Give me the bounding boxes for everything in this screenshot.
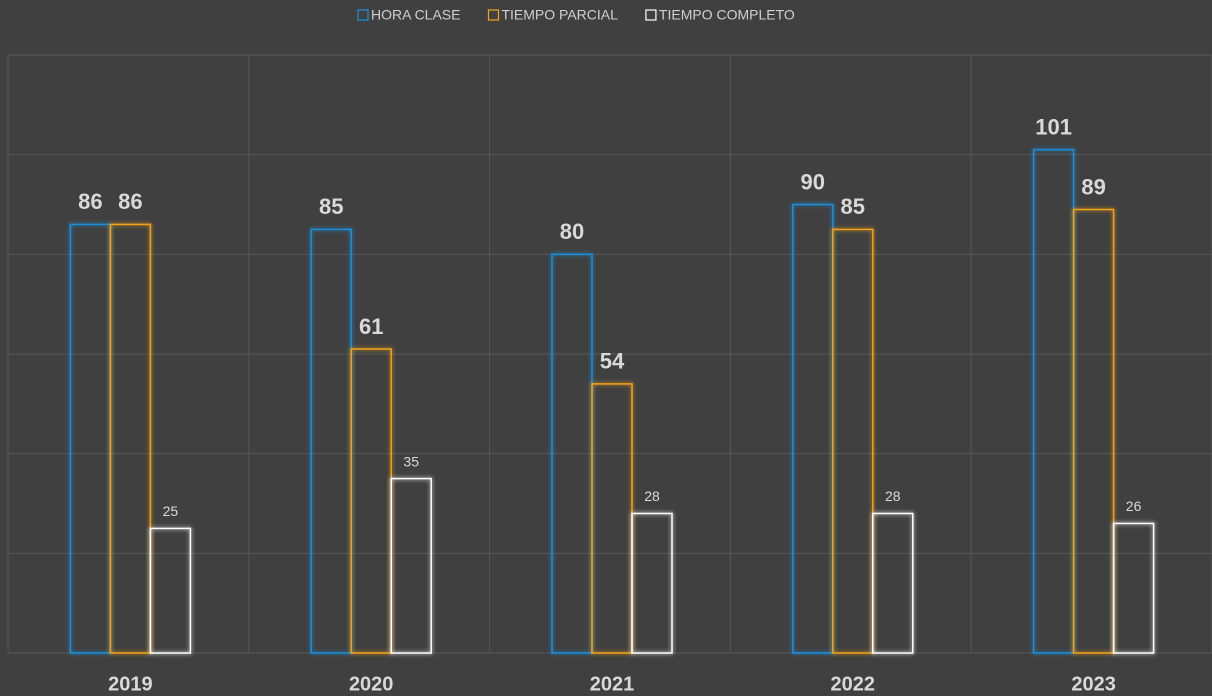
data-label: 85 bbox=[841, 194, 865, 219]
bar bbox=[792, 203, 834, 654]
bar bbox=[631, 512, 673, 654]
x-tick-label: 2019 bbox=[108, 673, 153, 695]
bar bbox=[149, 527, 192, 654]
x-tick-label: 2020 bbox=[349, 673, 394, 695]
data-label: 25 bbox=[163, 503, 179, 519]
data-label: 80 bbox=[560, 219, 584, 244]
data-label: 61 bbox=[359, 314, 383, 339]
x-tick-label: 2022 bbox=[831, 673, 876, 695]
bar bbox=[350, 348, 392, 654]
data-label: 90 bbox=[801, 169, 825, 194]
data-label: 86 bbox=[118, 189, 142, 214]
data-label: 35 bbox=[403, 453, 419, 469]
legend-label: HORA CLASE bbox=[371, 7, 460, 23]
bar bbox=[1032, 148, 1075, 654]
data-label: 85 bbox=[319, 194, 343, 219]
legend-label: TIEMPO COMPLETO bbox=[659, 7, 795, 23]
legend-swatch bbox=[487, 9, 500, 21]
bar bbox=[109, 223, 152, 654]
bar bbox=[591, 383, 633, 654]
data-label: 54 bbox=[600, 349, 625, 374]
data-label: 89 bbox=[1081, 174, 1105, 199]
x-tick-label: 2023 bbox=[1071, 673, 1116, 695]
data-label: 101 bbox=[1035, 114, 1072, 139]
legend-swatch bbox=[357, 9, 369, 21]
bar bbox=[1112, 522, 1155, 654]
legend-label: TIEMPO PARCIAL bbox=[501, 7, 618, 23]
bar bbox=[872, 512, 914, 654]
bar bbox=[1072, 208, 1115, 654]
data-label: 26 bbox=[1126, 498, 1142, 514]
data-label: 28 bbox=[644, 488, 660, 504]
data-label: 86 bbox=[78, 189, 102, 214]
bar bbox=[310, 228, 352, 654]
legend-swatch bbox=[645, 9, 657, 21]
x-tick-label: 2021 bbox=[590, 673, 635, 695]
data-label: 28 bbox=[885, 488, 901, 504]
bar bbox=[69, 223, 112, 654]
bar bbox=[390, 477, 432, 654]
bar bbox=[832, 228, 874, 654]
